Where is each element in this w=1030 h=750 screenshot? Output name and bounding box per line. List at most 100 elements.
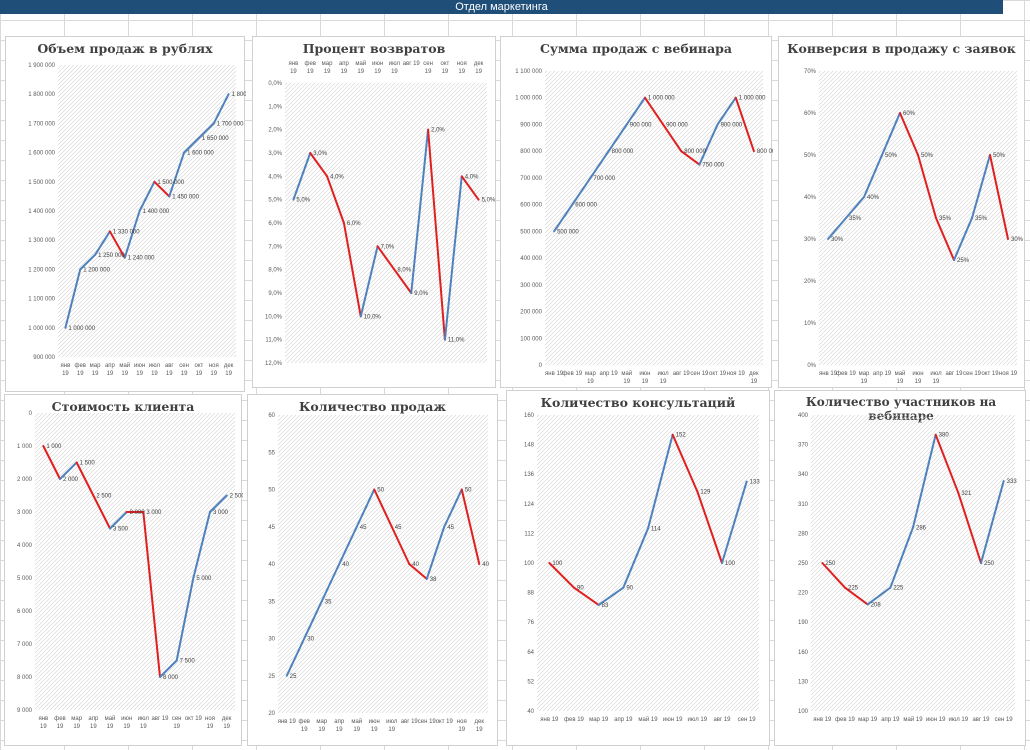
data-label: 700 000 — [593, 176, 615, 182]
line-segment — [175, 577, 195, 662]
x-tick-label: дек 19 — [474, 61, 484, 75]
y-tick-label: 200 000 — [520, 310, 542, 316]
x-tick-label: окт 19 — [185, 716, 203, 722]
line-segment — [427, 128, 446, 341]
y-tick-label: 12,0% — [265, 361, 283, 367]
x-tick-label: мар 19 — [71, 716, 82, 730]
line-segment — [589, 150, 610, 179]
data-label: 1 000 000 — [648, 96, 675, 102]
x-tick-label: фев 19 — [305, 61, 316, 75]
data-label: 900 000 — [666, 122, 688, 128]
x-tick-label: ноя 19 — [457, 61, 467, 75]
plot-area — [278, 415, 488, 713]
line-segment — [622, 527, 649, 589]
x-tick-label: авг 19 — [713, 717, 731, 723]
line-segment — [443, 175, 463, 341]
data-label: 8 000 — [163, 675, 179, 681]
y-tick-label: 11,0% — [265, 338, 282, 344]
line-segment — [138, 180, 156, 212]
chart-svg: 0 100 000 200 000 300 000 400 000 500 000 600 … — [515, 69, 773, 385]
chart-title: Сумма продаж с вебинара — [539, 41, 733, 56]
x-tick-label: мар 19 — [316, 719, 327, 733]
x-tick-label: авг 19 — [165, 363, 175, 377]
line-segment — [680, 150, 701, 166]
line-segment — [42, 445, 61, 480]
x-tick-label: фев 19 — [562, 371, 582, 377]
x-tick-label: май 19 — [351, 718, 362, 733]
line-segment — [393, 268, 413, 294]
y-tick-label: 1 900 000 — [28, 63, 55, 69]
data-label: 1 330 000 — [113, 229, 140, 235]
line-segment — [209, 494, 228, 513]
y-tick-label: 10,0% — [265, 314, 283, 320]
chart-webinar-participants[interactable]: Количество участников на вебинаре 100130… — [774, 390, 1026, 746]
y-tick-label: 3 000 — [17, 510, 33, 516]
plot-area — [58, 65, 236, 357]
data-label: 900 000 — [721, 122, 743, 128]
data-label: 10,0% — [364, 314, 382, 320]
y-tick-label: 124 — [524, 502, 535, 508]
y-tick-label: 500 000 — [520, 229, 542, 235]
line-segment — [716, 96, 737, 126]
y-tick-label: 100 — [524, 561, 535, 567]
x-tick-label: авг 19 — [403, 61, 421, 67]
line-segment — [376, 245, 396, 271]
data-label: 1 450 000 — [172, 194, 199, 200]
y-tick-label: 6,0% — [268, 221, 282, 227]
line-segment — [109, 511, 128, 530]
data-label: 5 000 — [196, 576, 212, 582]
chart-sales-count[interactable]: Количество продаж 20 25 30 35 40 45 50 55 60 янв … — [247, 394, 498, 746]
x-tick-label: июл 19 — [389, 61, 401, 75]
x-tick-label: май 19 — [355, 60, 366, 75]
x-tick-label: дек 19 — [222, 716, 232, 730]
y-tick-label: 7 000 — [17, 642, 33, 648]
data-label: 100 — [725, 561, 736, 567]
line-segment — [845, 196, 865, 219]
line-segment — [123, 210, 141, 259]
data-label: 3 000 — [130, 510, 146, 516]
line-segment — [390, 525, 411, 565]
data-label: 4,0% — [330, 174, 344, 180]
data-label: 45 — [360, 525, 367, 531]
chart-sales-rub[interactable]: Объем продаж в рублях 900 000 1 000 000 1 … — [5, 36, 246, 392]
plot-area — [35, 413, 235, 710]
data-label: 1 000 — [46, 444, 62, 450]
y-tick-label: 52 — [527, 679, 534, 685]
plot-area — [545, 71, 763, 365]
x-tick-label: сен 19 — [690, 371, 709, 377]
data-label: 1 200 000 — [83, 267, 110, 273]
chart-returns-pct[interactable]: Процент возвратов 0,0% 1,0% 2,0% 3,0% 4,0% 5,… — [252, 36, 496, 388]
chart-webinar-sum[interactable]: Сумма продаж с вебинара 0 100 000 200 000 3… — [500, 36, 773, 388]
data-label: 2 000 — [63, 477, 79, 483]
y-tick-label: 1 000 000 — [28, 326, 55, 332]
line-segment — [75, 461, 95, 497]
x-tick-label: апр 19 — [105, 363, 116, 377]
y-tick-label: 1 000 000 — [515, 96, 542, 102]
y-tick-label: 400 — [798, 413, 809, 419]
x-tick-label: окт 19 — [441, 61, 450, 75]
y-tick-label: 0 — [29, 411, 33, 417]
chart-client-cost[interactable]: Стоимость клиента 0 1 000 2 000 3 000 4 000 5… — [4, 394, 243, 746]
chart-consultations[interactable]: Количество консультаций 40 52 64 76 88 100 112… — [506, 390, 770, 746]
y-tick-label: 30% — [804, 237, 817, 243]
line-segment — [373, 488, 393, 528]
y-tick-label: 130 — [798, 679, 809, 685]
data-label: 1 250 000 — [98, 253, 125, 259]
x-tick-label: дек 19 — [224, 363, 234, 377]
y-tick-label: 220 — [798, 591, 809, 597]
line-segment — [79, 253, 97, 271]
x-tick-label: июн 19 — [639, 371, 650, 385]
line-segment — [342, 222, 362, 318]
chart-title: Количество продаж — [299, 399, 446, 414]
data-label: 1 500 — [80, 461, 96, 467]
line-segment — [597, 586, 625, 606]
data-label: 50% — [921, 153, 934, 159]
x-tick-label: июн 19 — [372, 61, 383, 75]
data-label: 40% — [867, 195, 880, 201]
data-label: 133 — [750, 480, 761, 486]
data-label: 7,0% — [381, 244, 395, 250]
data-label: 60% — [903, 111, 916, 117]
plot-area — [285, 83, 487, 363]
chart-conversion[interactable]: Конверсия в продажу с заявок 0% 10% 20% 30%… — [778, 36, 1025, 388]
data-label: 90 — [626, 586, 633, 592]
